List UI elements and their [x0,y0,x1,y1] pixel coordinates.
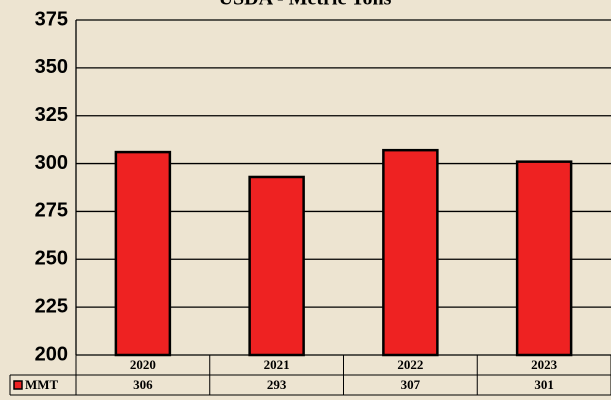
bar [248,175,305,357]
y-tick-label: 275 [35,200,68,222]
y-tick-label: 300 [35,152,68,174]
x-tick-label: 2021 [264,357,290,372]
table-value: 307 [401,377,421,392]
bar [382,148,439,357]
legend-label: MMT [25,377,59,392]
legend-swatch [13,380,23,390]
y-tick-label: 350 [35,56,68,78]
bar [114,150,172,357]
x-tick-label: 2020 [130,357,156,372]
x-tick-label: 2022 [397,357,423,372]
x-tick-label: 2023 [531,357,558,372]
y-tick-label: 225 [35,295,68,317]
table-value: 306 [133,377,153,392]
bar [515,160,573,357]
y-tick-label: 200 [35,343,68,365]
table-value: 293 [267,377,287,392]
chart-title: USDA - Metric Tons [219,0,392,10]
y-tick-label: 325 [35,104,68,126]
y-tick-label: 375 [35,8,68,30]
table-value: 301 [534,377,554,392]
y-tick-label: 250 [35,248,68,270]
